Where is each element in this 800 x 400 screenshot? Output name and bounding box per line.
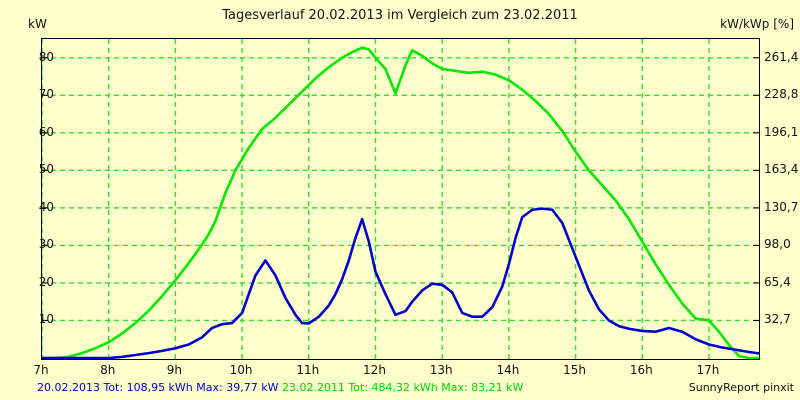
y-axis-left-tick-label: 80 — [38, 49, 54, 64]
y-axis-right-tick-label: 98,0 — [764, 237, 791, 252]
x-axis-tick-label: 17h — [696, 363, 720, 377]
y-axis-right-tick-label: 228,8 — [764, 87, 799, 102]
y-axis-left-tick-label: 20 — [38, 274, 54, 289]
y-axis-right-tick-label: 32,7 — [764, 312, 791, 327]
plot-canvas — [42, 39, 759, 359]
x-axis-tick-label: 15h — [563, 363, 587, 377]
y-axis-left-tick-label: 40 — [38, 199, 54, 214]
y-axis-left-tick-label: 50 — [38, 162, 54, 177]
x-axis-tick-label: 12h — [363, 363, 386, 377]
x-axis-tick-label: 11h — [296, 363, 320, 377]
footer-series-b-summary: 23.02.2011 Tot: 484,32 kWh Max: 83,21 kW — [281, 381, 524, 394]
series-line — [42, 207, 759, 359]
footer-series-a-summary: 20.02.2013 Tot: 108,95 kWh Max: 39,77 kW — [37, 381, 279, 394]
footer-credit: SunnyReport pinxit — [688, 381, 794, 394]
y-axis-right-tick-label: 196,1 — [764, 124, 799, 139]
x-axis-tick-label: 13h — [429, 363, 453, 377]
y-axis-left-tick-label: 10 — [38, 312, 54, 327]
y-axis-right-tick-label: 261,4 — [764, 49, 799, 64]
series-line — [42, 46, 759, 359]
plot-area — [41, 38, 760, 360]
x-axis-tick-label: 7h — [33, 363, 49, 377]
y-axis-right-tick-label: 65,4 — [764, 274, 791, 289]
x-axis-tick-label: 9h — [166, 363, 183, 377]
x-axis-tick-label: 14h — [496, 363, 520, 377]
x-axis-tick-label: 16h — [629, 363, 653, 377]
y-axis-unit-left: kW — [28, 17, 47, 31]
x-axis-tick-label: 10h — [229, 363, 253, 377]
chart-title: Tagesverlauf 20.02.2013 im Vergleich zum… — [222, 8, 578, 23]
y-axis-left-tick-label: 70 — [38, 87, 54, 102]
y-axis-left-tick-label: 30 — [38, 237, 54, 252]
y-axis-right-tick-label: 163,4 — [764, 162, 799, 177]
y-axis-unit-right: kW/kWp [%] — [720, 17, 794, 31]
footer-summary: 20.02.2013 Tot: 108,95 kWh Max: 39,77 kW… — [37, 381, 523, 394]
y-axis-right-tick-label: 130,7 — [764, 199, 799, 214]
x-axis-tick-label: 8h — [100, 363, 116, 377]
y-axis-left-tick-label: 60 — [38, 124, 54, 139]
